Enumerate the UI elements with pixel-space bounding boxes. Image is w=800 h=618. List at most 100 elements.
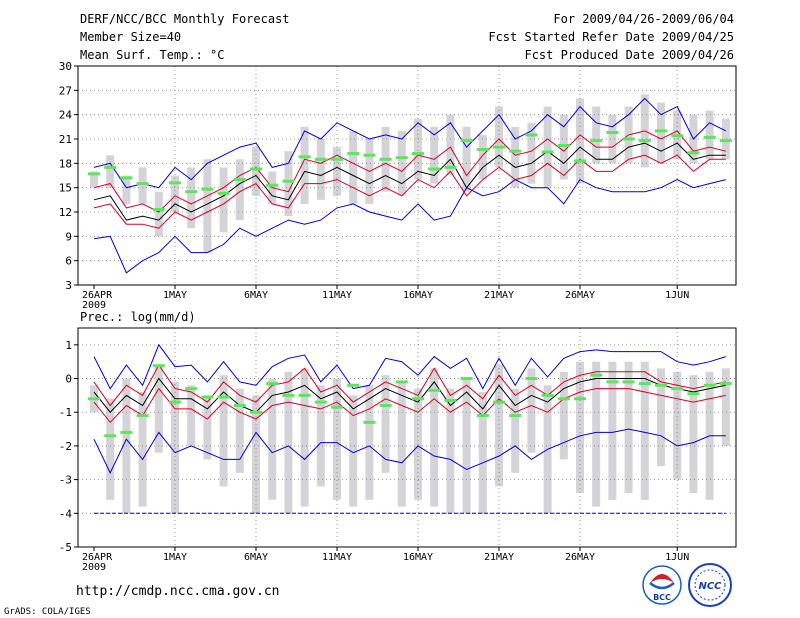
obs-marker [395,156,408,160]
obs-marker [185,387,198,391]
y-tick-label: 9 [65,230,72,243]
y-tick-label: 21 [59,133,72,146]
ensemble-bar [495,106,503,168]
ensemble-bar [640,361,649,500]
obs-marker [233,403,246,407]
obs-marker [638,139,651,143]
ensemble-bar [90,171,98,188]
obs-marker [460,377,473,381]
obs-marker [574,397,586,401]
x-tick-label: 6MAY [244,290,268,301]
obs-marker [557,397,570,401]
obs-marker [282,393,295,397]
ensemble-bar [511,388,520,473]
ensemble-bar [397,381,406,507]
y-tick-label: -3 [59,474,72,487]
ensemble-bar [171,175,179,212]
obs-marker [703,383,716,387]
ensemble-bar [122,175,131,204]
y-tick-label: 30 [59,60,72,73]
obs-marker [671,134,684,138]
ensemble-bar [252,147,260,196]
ensemble-bar [397,130,406,196]
obs-marker [169,400,181,404]
ensemble-bar [300,126,309,204]
max-line [93,97,727,189]
obs-marker [201,187,214,191]
obs-marker [606,131,619,135]
obs-marker [622,137,635,141]
figure-title: DERF/NCC/BCC Monthly Forecast [80,12,290,26]
ensemble-bar [252,395,260,514]
source-url[interactable]: http://cmdp.ncc.cma.gov.cn [76,584,280,599]
ensemble-bar [284,151,293,217]
obs-marker [363,420,376,424]
obs-marker [331,157,343,161]
obs-marker [169,181,181,185]
obs-marker [493,145,505,149]
y-tick-label: -4 [59,507,73,520]
ncc-logo-text: NCC [698,581,722,592]
ensemble-bar [171,381,179,514]
ensemble-bar [187,385,196,446]
ensemble-bar [576,98,584,184]
y-tick-label: 24 [59,109,73,122]
precip-panel-title: Prec.: log(mm/d) [80,310,196,324]
ensemble-bar [365,385,374,500]
ensemble-bar [446,388,455,514]
x-tick-label: 1MAY [163,552,187,563]
ensemble-bar [576,361,584,494]
obs-marker [395,380,408,384]
y-tick-label: 18 [59,157,72,170]
ncc-logo: NCC [688,563,732,607]
obs-marker [525,377,538,381]
obs-marker [250,410,262,414]
ensemble-bar [689,375,698,494]
ensemble-bar [154,191,163,237]
obs-marker [444,398,457,402]
obs-marker [217,191,230,195]
ensemble-bar [203,159,212,253]
ensemble-bar [721,368,730,446]
y-tick-label: 1 [65,339,72,352]
obs-marker [460,139,473,143]
x-year-label: 2009 [82,562,106,573]
ensemble-bar [673,371,682,480]
obs-marker [525,133,538,137]
obs-marker [314,400,327,404]
grads-credit: GrADS: COLA/IGES [4,607,91,617]
y-tick-label: 15 [59,182,72,195]
obs-marker [606,380,619,384]
ensemble-bar [349,395,358,507]
x-tick-label: 16MAY [403,552,433,563]
ensemble-bar [316,139,325,200]
obs-marker [347,383,360,387]
obs-marker [88,397,100,401]
obs-marker [719,382,732,386]
temperature-panel: 26APR 1MAY 6MAY 11MAY 16MAY 21MAY 26MAY 1JUN 200… [59,60,737,311]
x-tick-label: 26MAY [565,552,595,563]
ensemble-bar [333,147,341,196]
member-size: Member Size=40 [80,30,181,44]
min-line [93,178,726,274]
obs-marker [250,167,262,171]
obs-marker [104,165,117,169]
obs-marker [201,395,214,399]
x-tick-label: 11MAY [322,552,352,563]
lower-red-line [93,154,726,229]
obs-marker [217,395,230,399]
ensemble-bar [624,361,633,494]
obs-marker [428,388,441,392]
obs-marker [687,151,700,155]
obs-marker [671,387,684,391]
obs-marker [412,397,424,401]
obs-marker [363,153,376,157]
obs-marker [557,143,570,147]
ensemble-bar [430,126,439,184]
ensemble-bar [235,159,244,221]
x-tick-label: 1MAY [163,290,187,301]
obs-marker [185,190,198,194]
obs-marker [120,176,133,180]
ensemble-bar [316,385,325,487]
